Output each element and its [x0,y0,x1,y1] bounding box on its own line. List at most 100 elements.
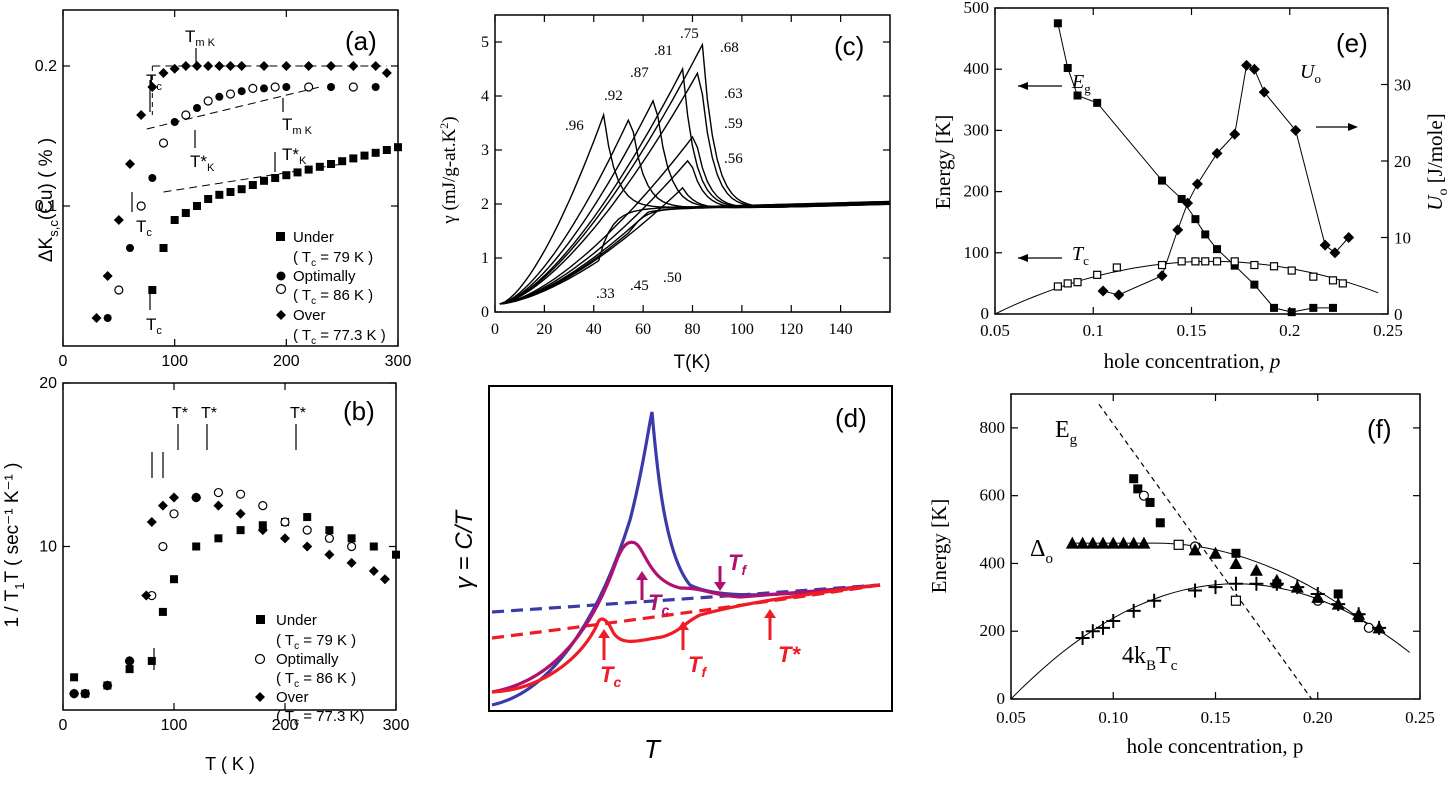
a-point [181,110,191,120]
c-label-59: .59 [724,116,743,132]
a-tstar-k2: T*K [282,145,307,167]
c-curve [499,71,891,305]
panel-f-annotations: Eg Δo 4kBTc [1030,417,1178,674]
a-point [215,190,224,199]
e-tc-point [1063,279,1072,288]
c-curve [499,66,891,305]
a-point [236,61,247,71]
e-uo-point [1172,224,1184,236]
b-point [158,541,168,552]
e-eg-point [1063,63,1072,72]
legend-b-opt-marker [254,653,266,665]
a-point [360,151,369,160]
a-point [281,61,292,71]
e-eg-point [1191,215,1200,224]
b-point [324,549,335,560]
a-point [114,285,124,295]
a-tc-mid: Tc [136,217,152,239]
a-point [136,201,146,211]
y2-tick-label: 10 [1394,229,1411,248]
b-point [280,533,290,544]
b-point [280,517,290,527]
a-point [248,83,258,94]
x-tick-label: 100 [161,717,188,734]
x-tick-label: 60 [635,321,651,338]
f-delta-point [1229,556,1243,569]
c-label-75: .75 [680,26,699,42]
b-point [191,492,202,503]
a-point [113,215,124,225]
panel-e: (e) Energy [K] Uo [J/mole] hole concentr… [931,0,1451,373]
f-delta-curve [1072,542,1380,634]
panel-b-points [69,487,400,699]
svg-text:γ = C/T: γ = C/T [451,509,478,589]
panel-c-xlabel: T(K) [674,352,711,373]
legend-b-over: Over [276,689,309,706]
b-point [368,566,379,577]
y2-tick-label: 0 [1394,305,1403,324]
e-tc-parabola [994,260,1379,315]
y-tick-label: 10 [39,539,57,556]
y-tick-label: 5 [481,34,489,51]
a-tc-low: Tc [146,315,162,337]
b-point [124,655,135,666]
y-tick-label: 600 [980,486,1006,505]
panel-a-annotations: Tm K Tc Tm K T*K T*K Tc Tc [131,27,313,337]
y-tick-label: 300 [964,120,990,139]
a-point [158,68,169,78]
panel-b-ylabel: 1 / T1T ( sec⁻¹ K⁻¹ ) [2,463,27,628]
e-uo-point [1182,197,1194,209]
panel-e-frame [994,7,1389,315]
d-red-curve [491,583,881,694]
b-point [258,501,268,511]
a-point [181,209,190,217]
f-eg-point [1333,589,1343,599]
a-point [170,216,179,224]
f-eg-point [1363,622,1374,633]
x-tick-label: 0.10 [1098,708,1128,727]
a-point [193,104,201,112]
a-point [125,159,135,169]
e-uo-point [1343,232,1355,243]
y-tick-label: 200 [980,621,1006,640]
e-tc-point [1328,276,1338,285]
y2-tick-label: 20 [1394,152,1411,171]
a-point [371,148,380,157]
svg-text:1 / T1T ( sec⁻¹ K⁻¹ ): 1 / T1T ( sec⁻¹ K⁻¹ ) [2,463,27,628]
svg-text:Uo [J/mole]: Uo [J/mole] [1423,113,1451,210]
panel-a-axes: 0 100 200 300 0.1 0.2 [35,10,411,370]
legend-a-opt-marker-filled [276,271,286,281]
b-point [347,534,356,543]
panel-a-points [91,61,402,323]
b-point [69,688,80,699]
b-point [169,492,179,503]
a-point [394,143,402,152]
f-kbtc-point [1096,620,1111,635]
d-tc-red: Tc [600,662,621,690]
a-point [371,83,380,91]
y-tick-label: 200 [964,182,990,201]
c-label-45: .45 [630,278,649,294]
e-eg-point [1201,230,1210,239]
a-point [348,61,359,71]
f-delta-point [1127,536,1141,549]
b-tstar-1: T* [172,405,188,422]
legend-b-under: Under [276,612,317,629]
e-tc-label: Tc [1072,243,1089,268]
b-point [214,534,223,543]
svg-text:γ (mJ/g-at.K2): γ (mJ/g-at.K2) [437,116,460,224]
e-eg-point [1230,261,1239,270]
panel-c-ylabel: γ (mJ/g-at.K2) [437,116,460,224]
a-point [338,157,347,166]
b-point [102,680,113,691]
panel-a-frame [62,9,399,347]
a-tmk-right: Tm K [282,115,313,137]
panel-c-doping-labels: .96 .92 .87 .81 .75 .68 .63 .59 .56 .33 … [565,26,743,302]
a-point [170,118,179,126]
e-eg-point [1287,308,1296,317]
panel-f-ylabel: Energy [K] [927,499,951,594]
b-point [192,542,201,551]
e-tc-point [1230,257,1239,266]
legend-b-opt-tc: ( Tc = 86 K ) [276,670,356,690]
x-tick-label: 0.15 [1201,708,1231,727]
